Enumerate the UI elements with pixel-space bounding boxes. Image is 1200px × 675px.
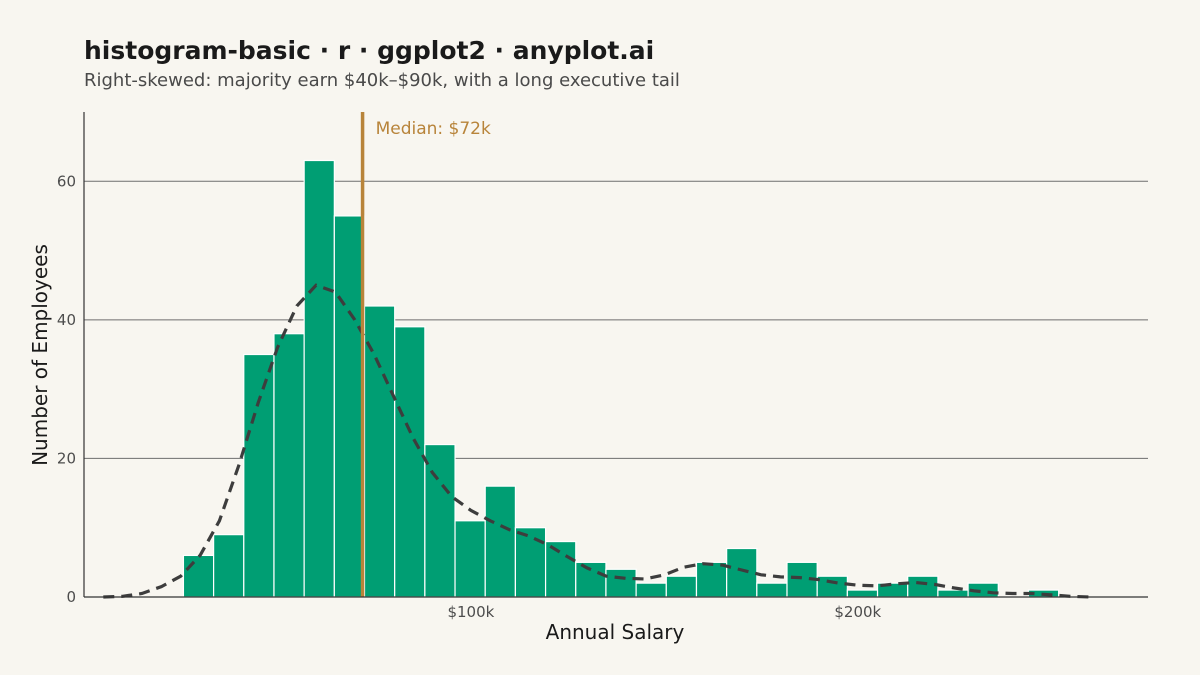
- x-tick-label: $100k: [447, 603, 494, 621]
- histogram-bar-6: [363, 305, 396, 598]
- median-marker: Median: $72k: [360, 112, 491, 597]
- histogram-bar-7: [394, 326, 426, 598]
- chart-title: histogram-basic · r · ggplot2 · anyplot.…: [84, 36, 655, 65]
- histogram-bar-18: [726, 547, 758, 598]
- histogram-bar-21: [816, 575, 848, 598]
- histogram-bar-5: [333, 215, 366, 598]
- histogram-bar-0: [182, 554, 215, 598]
- histogram-bar-24: [907, 575, 939, 598]
- y-axis-title: Number of Employees: [28, 244, 52, 466]
- histogram-bar-2: [243, 353, 275, 598]
- histogram-bar-4: [303, 159, 335, 598]
- y-tick-label: 40: [57, 311, 76, 329]
- histogram-bar-8: [424, 443, 456, 598]
- median-label: Median: $72k: [376, 119, 491, 139]
- density-curve-layer: [103, 283, 1091, 599]
- histogram-bar-10: [484, 485, 517, 598]
- histogram-bars: [182, 159, 1060, 598]
- x-tick-label: $200k: [834, 603, 881, 621]
- y-tick-label: 20: [57, 449, 76, 467]
- histogram-bar-14: [605, 568, 637, 598]
- histogram-bar-1: [213, 534, 245, 598]
- histogram-bar-17: [695, 561, 728, 598]
- histogram-bar-13: [575, 561, 607, 598]
- histogram-bar-3: [273, 333, 305, 598]
- histogram-bar-16: [665, 575, 698, 598]
- x-axis-title: Annual Salary: [546, 620, 685, 644]
- y-tick-label: 60: [57, 172, 76, 190]
- y-tick-label: 0: [66, 588, 76, 606]
- histogram-bar-19: [756, 582, 788, 598]
- axes: 0 20 40 60 $100k $200k: [57, 112, 1148, 621]
- histogram-bar-15: [635, 582, 667, 598]
- histogram-bar-9: [454, 520, 486, 598]
- histogram-bar-11: [514, 527, 547, 598]
- density-curve: [103, 283, 1091, 599]
- histogram-bar-22: [846, 589, 879, 598]
- histogram-bar-25: [937, 589, 969, 598]
- histogram-bar-12: [544, 540, 577, 598]
- chart-subtitle: Right-skewed: majority earn $40k–$90k, w…: [84, 70, 680, 91]
